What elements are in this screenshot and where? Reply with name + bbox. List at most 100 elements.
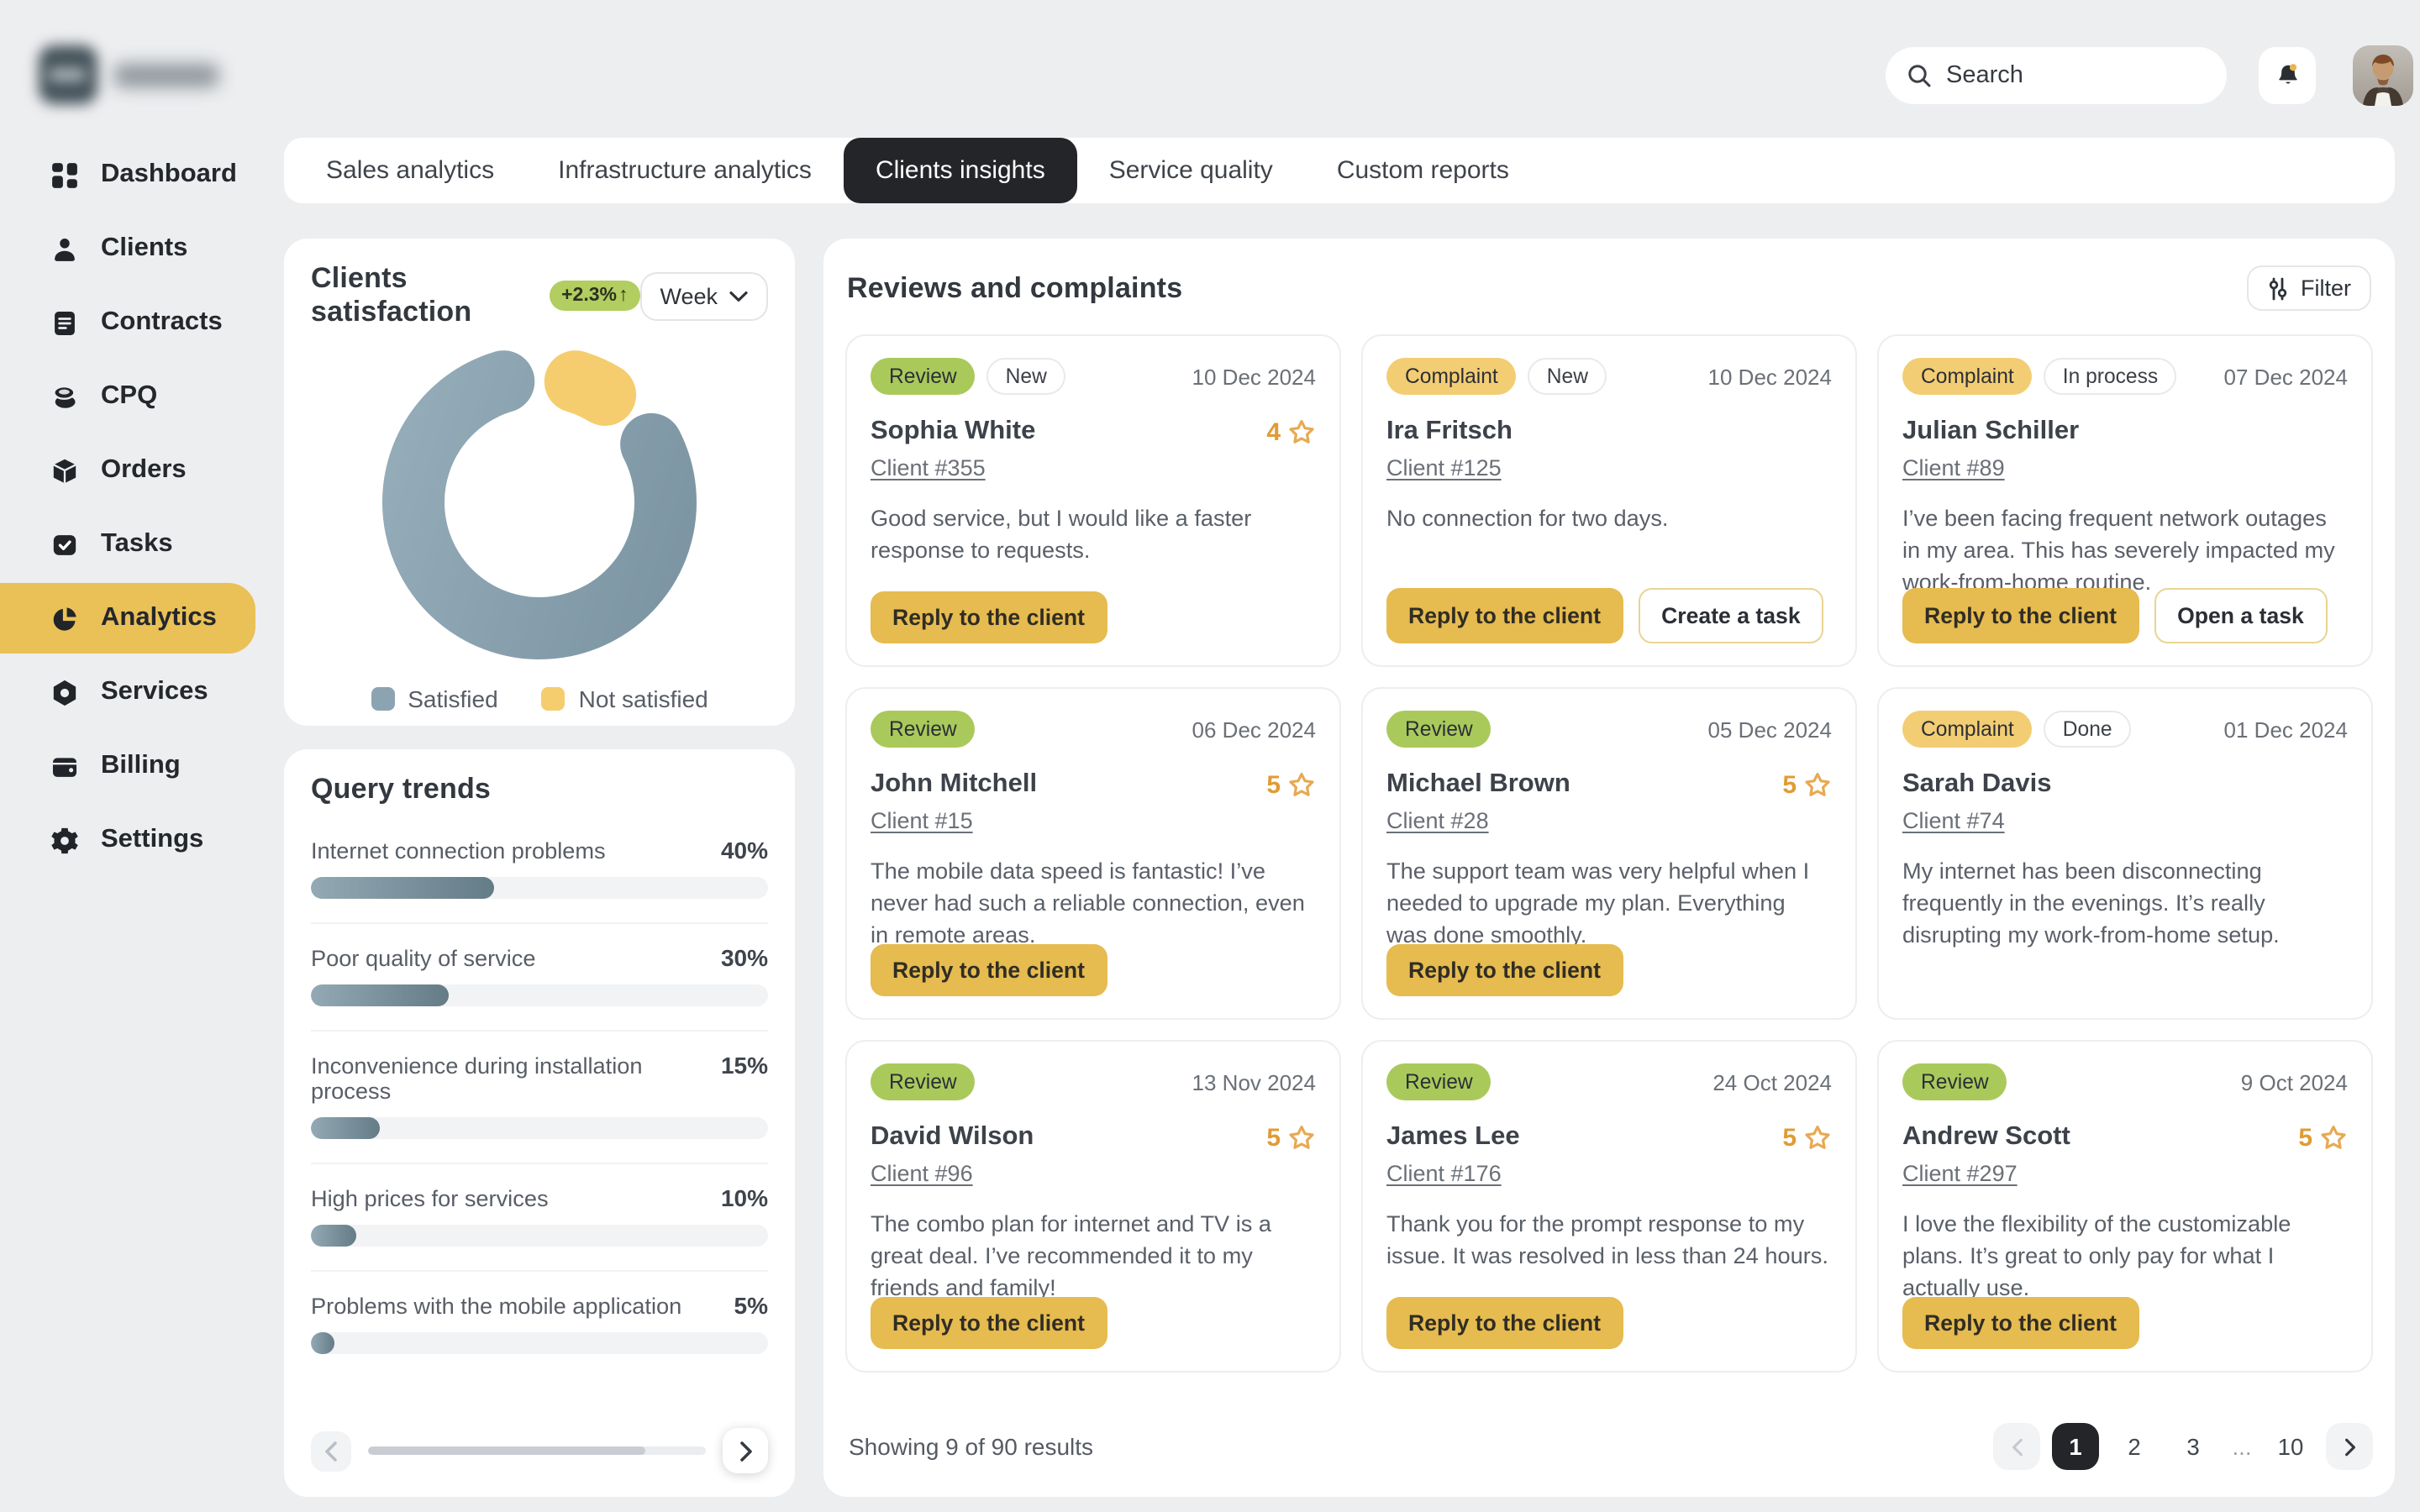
client-id-link[interactable]: Client #355 bbox=[871, 455, 986, 480]
reply-to-client-button[interactable]: Reply to the client bbox=[871, 591, 1107, 643]
sidebar-item-label: CPQ bbox=[101, 381, 158, 410]
bell-icon bbox=[2271, 60, 2303, 92]
client-id-link[interactable]: Client #96 bbox=[871, 1161, 973, 1186]
sidebar-item-label: Settings bbox=[101, 825, 204, 853]
sidebar-item-label: Contracts bbox=[101, 307, 223, 336]
type-badge: Review bbox=[1902, 1063, 2007, 1100]
period-select[interactable]: Week bbox=[639, 271, 768, 320]
sidebar-item-dashboard[interactable]: Dashboard bbox=[0, 138, 269, 212]
sidebar-item-contracts[interactable]: Contracts bbox=[0, 286, 269, 360]
client-id-link[interactable]: Client #125 bbox=[1386, 455, 1502, 480]
card-buttons: Reply to the client bbox=[1386, 944, 1623, 996]
pagination-next-button[interactable] bbox=[2326, 1423, 2373, 1470]
client-id-link[interactable]: Client #28 bbox=[1386, 808, 1489, 833]
tab-sales-analytics[interactable]: Sales analytics bbox=[326, 156, 495, 185]
page-2[interactable]: 2 bbox=[2128, 1434, 2141, 1459]
tab-service-quality[interactable]: Service quality bbox=[1108, 156, 1273, 185]
rating-value: 5 bbox=[2298, 1123, 2312, 1152]
sidebar-item-settings[interactable]: Settings bbox=[0, 803, 269, 877]
reply-to-client-button[interactable]: Reply to the client bbox=[1386, 588, 1623, 643]
trend-bar-track bbox=[311, 1117, 768, 1139]
card-date: 10 Dec 2024 bbox=[1192, 364, 1316, 389]
legend-satisfied: Satisfied bbox=[371, 685, 498, 712]
filter-button[interactable]: Filter bbox=[2247, 265, 2371, 311]
tab-clients-insights[interactable]: Clients insights bbox=[843, 138, 1077, 203]
tab-infrastructure-analytics[interactable]: Infrastructure analytics bbox=[558, 156, 812, 185]
reply-to-client-button[interactable]: Reply to the client bbox=[1902, 1297, 2139, 1349]
pagination: 1 2 3... 10 bbox=[1993, 1423, 2373, 1470]
client-id-link[interactable]: Client #176 bbox=[1386, 1161, 1502, 1186]
reply-to-client-button[interactable]: Reply to the client bbox=[1902, 588, 2139, 643]
cpq-icon bbox=[53, 385, 76, 407]
carousel-prev-button[interactable] bbox=[311, 1431, 351, 1471]
card-buttons: Reply to the client bbox=[871, 1297, 1107, 1349]
notifications-button[interactable] bbox=[2259, 47, 2316, 104]
card-date: 05 Dec 2024 bbox=[1707, 717, 1832, 742]
page-1[interactable]: 1 bbox=[2052, 1423, 2099, 1470]
task-button[interactable]: Create a task bbox=[1638, 588, 1824, 643]
review-text: My internet has been disconnecting frequ… bbox=[1902, 858, 2280, 948]
review-card: Review 9 Oct 2024 Andrew Scott 5 Client … bbox=[1877, 1040, 2373, 1373]
client-id-link[interactable]: Client #297 bbox=[1902, 1161, 2018, 1186]
sidebar-item-orders[interactable]: Orders bbox=[0, 433, 269, 507]
filter-icon bbox=[2269, 276, 2287, 300]
satisfaction-donut-chart bbox=[311, 343, 768, 662]
satisfaction-delta-badge: +2.3% ↑ bbox=[550, 281, 640, 311]
arrow-up-icon: ↑ bbox=[618, 286, 629, 306]
donut-legend: Satisfied Not satisfied bbox=[311, 685, 768, 712]
query-trends-list: Internet connection problems 40% Poor qua… bbox=[311, 816, 768, 1378]
carousel-scrollbar[interactable] bbox=[368, 1446, 706, 1455]
trend-bar-fill bbox=[311, 877, 494, 899]
trend-pct: 10% bbox=[720, 1184, 768, 1211]
card-date: 10 Dec 2024 bbox=[1707, 364, 1832, 389]
review-card: Review 24 Oct 2024 James Lee 5 Client #1… bbox=[1361, 1040, 1857, 1373]
review-card: Review 06 Dec 2024 John Mitchell 5 Clien… bbox=[845, 687, 1341, 1020]
client-id-link[interactable]: Client #89 bbox=[1902, 455, 2005, 480]
card-date: 13 Nov 2024 bbox=[1192, 1069, 1316, 1095]
search-input[interactable] bbox=[1946, 62, 2207, 89]
sidebar-item-tasks[interactable]: Tasks bbox=[0, 507, 269, 581]
trend-bar-fill bbox=[311, 1225, 357, 1247]
task-button[interactable]: Open a task bbox=[2154, 588, 2328, 643]
sidebar-item-cpq[interactable]: CPQ bbox=[0, 360, 269, 433]
sidebar-item-services[interactable]: Services bbox=[0, 655, 269, 729]
tab-custom-reports[interactable]: Custom reports bbox=[1336, 156, 1509, 185]
sidebar-item-label: Tasks bbox=[101, 529, 173, 558]
carousel-scroll-thumb[interactable] bbox=[368, 1446, 645, 1455]
chevron-right-icon bbox=[739, 1441, 751, 1461]
sidebar-item-analytics[interactable]: Analytics bbox=[0, 581, 269, 655]
page-3[interactable]: 3 bbox=[2186, 1434, 2200, 1459]
review-text: The support team was very helpful when I… bbox=[1386, 858, 1810, 948]
user-avatar[interactable] bbox=[2353, 45, 2413, 106]
pagination-prev-button[interactable] bbox=[1993, 1423, 2040, 1470]
query-trends-panel: Query trends Internet connection problem… bbox=[284, 749, 795, 1497]
client-id-link[interactable]: Client #74 bbox=[1902, 808, 2005, 833]
client-id-link[interactable]: Client #15 bbox=[871, 808, 973, 833]
reply-to-client-button[interactable]: Reply to the client bbox=[871, 944, 1107, 996]
sidebar-item-billing[interactable]: Billing bbox=[0, 729, 269, 803]
carousel-next-button[interactable] bbox=[723, 1428, 768, 1473]
reply-to-client-button[interactable]: Reply to the client bbox=[871, 1297, 1107, 1349]
sidebar-item-clients[interactable]: Clients bbox=[0, 212, 269, 286]
trend-bar-track bbox=[311, 1225, 768, 1247]
card-date: 06 Dec 2024 bbox=[1192, 717, 1316, 742]
page-10[interactable]: 10 bbox=[2277, 1434, 2304, 1459]
sidebar-item-label: Services bbox=[101, 677, 208, 706]
analytics-icon bbox=[53, 606, 76, 630]
card-buttons: Reply to the client Create a task bbox=[1386, 588, 1824, 643]
reviews-panel: Reviews and complaints Filter Review New… bbox=[823, 239, 2395, 1497]
analytics-tabbar: Sales analytics Infrastructure analytics… bbox=[284, 138, 2395, 203]
trend-label: Internet connection problems bbox=[311, 838, 606, 864]
trend-bar-fill bbox=[311, 1332, 334, 1354]
review-text: The combo plan for internet and TV is a … bbox=[871, 1211, 1272, 1301]
reply-to-client-button[interactable]: Reply to the client bbox=[1386, 1297, 1623, 1349]
rating-value: 5 bbox=[1266, 1123, 1281, 1152]
sidebar-item-label: Clients bbox=[101, 234, 188, 262]
reply-to-client-button[interactable]: Reply to the client bbox=[1386, 944, 1623, 996]
type-badge: Review bbox=[871, 1063, 976, 1100]
period-value: Week bbox=[660, 283, 718, 308]
card-buttons: Reply to the client bbox=[871, 944, 1107, 996]
review-card: Review New 10 Dec 2024 Sophia White 4 Cl… bbox=[845, 334, 1341, 667]
client-name: Sarah Davis bbox=[1902, 769, 2052, 798]
search-box[interactable] bbox=[1886, 47, 2227, 104]
